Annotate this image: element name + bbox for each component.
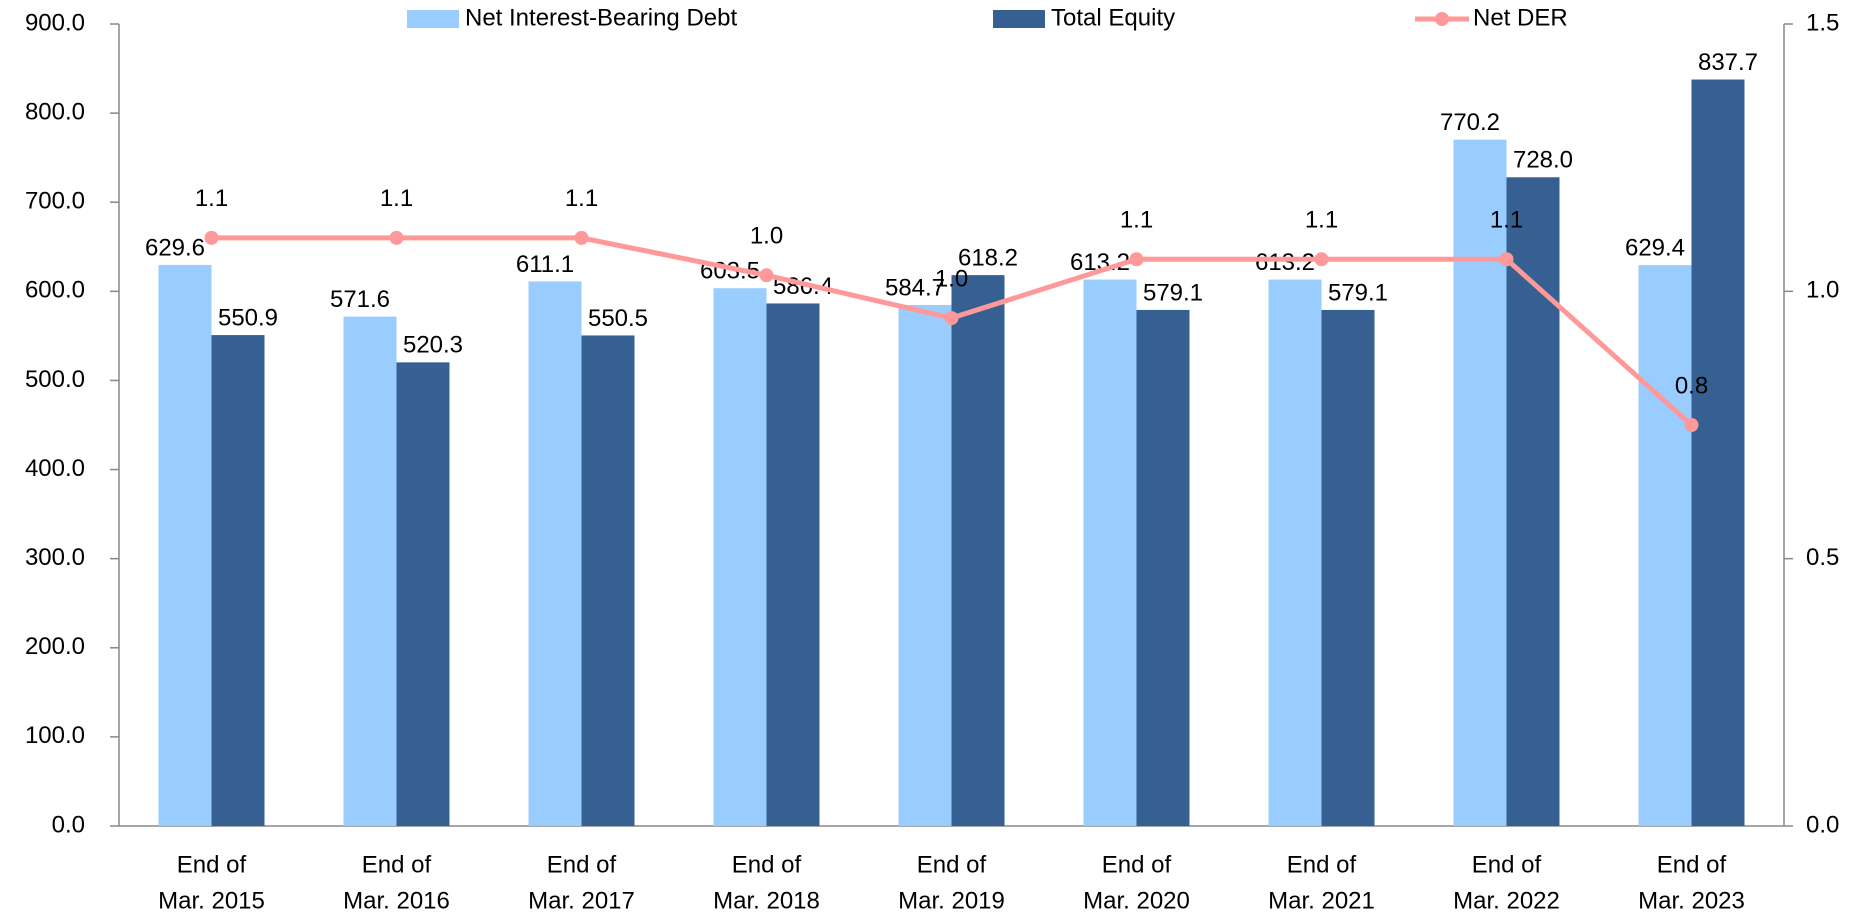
bar [581, 335, 635, 826]
line-label: 1.0 [935, 265, 968, 292]
legend-label: Net Interest-Bearing Debt [465, 4, 737, 31]
x-tick-label: Mar. 2021 [1268, 887, 1375, 914]
bar [158, 264, 212, 827]
x-tick-label: Mar. 2019 [898, 887, 1005, 914]
bar-label: 629.4 [1625, 234, 1685, 261]
line-marker [1314, 252, 1329, 267]
bar-label: 618.2 [958, 244, 1018, 271]
line-label: 1.0 [750, 223, 783, 250]
y2-tick-label: 0.5 [1806, 544, 1839, 571]
line-label: 1.1 [565, 185, 598, 212]
line-marker [1499, 252, 1514, 267]
y-tick-label: 200.0 [25, 633, 85, 660]
bar-label: 613.2 [1255, 249, 1315, 276]
bar-label: 571.6 [330, 286, 390, 313]
line-marker [944, 311, 959, 326]
y-tick-label: 600.0 [25, 277, 85, 304]
bar-label: 629.6 [145, 234, 205, 261]
bar [396, 362, 450, 826]
bar [898, 304, 952, 826]
x-tick-label: Mar. 2016 [343, 887, 450, 914]
y-tick-label: 700.0 [25, 188, 85, 215]
bar-label: 770.2 [1440, 109, 1500, 136]
x-tick-label: End of [1472, 851, 1542, 878]
line-marker [204, 230, 219, 245]
bar [713, 288, 767, 826]
legend-marker [1435, 12, 1449, 26]
x-tick-label: End of [1657, 851, 1727, 878]
y-tick-label: 300.0 [25, 544, 85, 571]
bar [1506, 177, 1560, 826]
x-tick-label: Mar. 2020 [1083, 887, 1190, 914]
x-tick-label: End of [732, 851, 802, 878]
legend-label: Net DER [1473, 4, 1568, 31]
x-tick-label: Mar. 2018 [713, 887, 820, 914]
x-tick-label: End of [1287, 851, 1357, 878]
line-label: 1.1 [195, 185, 228, 212]
bar [1083, 279, 1137, 826]
bar [951, 275, 1005, 826]
y2-tick-label: 0.0 [1806, 811, 1839, 838]
bar [1321, 309, 1375, 827]
line-label: 1.1 [1120, 207, 1153, 234]
bar [766, 303, 820, 826]
y-tick-label: 400.0 [25, 455, 85, 482]
line-marker [1684, 418, 1699, 432]
bar-label: 837.7 [1698, 49, 1758, 76]
bar [528, 281, 582, 826]
bar-label: 579.1 [1328, 279, 1388, 306]
legend-label: Total Equity [1051, 4, 1175, 31]
bar [1638, 265, 1692, 827]
y-tick-label: 800.0 [25, 98, 85, 125]
line-marker [389, 230, 404, 245]
bar [1691, 79, 1745, 826]
y-tick-label: 500.0 [25, 366, 85, 393]
bar-label: 728.0 [1513, 147, 1573, 174]
legend-swatch [993, 10, 1045, 28]
x-tick-label: End of [1102, 851, 1172, 878]
bar-label: 550.5 [588, 305, 648, 332]
line-label: 1.1 [1490, 207, 1523, 234]
line-label: 1.1 [380, 185, 413, 212]
line-marker [574, 230, 589, 245]
bar-label: 520.3 [403, 332, 463, 359]
y-tick-label: 900.0 [25, 9, 85, 36]
bar [343, 316, 397, 826]
line-label: 0.8 [1675, 372, 1708, 399]
bar-label: 550.9 [218, 304, 278, 331]
bar [1268, 279, 1322, 826]
bar-label: 611.1 [516, 251, 574, 278]
line-marker [759, 268, 774, 283]
x-tick-label: Mar. 2017 [528, 887, 635, 914]
y-tick-label: 0.0 [52, 811, 85, 838]
line-marker [1129, 252, 1144, 267]
bar-label: 584.7 [885, 274, 945, 301]
x-tick-label: End of [547, 851, 617, 878]
y2-tick-label: 1.0 [1806, 277, 1839, 304]
y-tick-label: 100.0 [25, 722, 85, 749]
x-tick-label: End of [177, 851, 247, 878]
legend-swatch [407, 10, 459, 28]
x-tick-label: Mar. 2023 [1638, 887, 1745, 914]
line-label: 1.1 [1305, 207, 1338, 234]
x-tick-label: End of [362, 851, 432, 878]
x-tick-label: Mar. 2015 [158, 887, 265, 914]
x-tick-label: End of [917, 851, 987, 878]
bar [1453, 139, 1507, 826]
x-tick-label: Mar. 2022 [1453, 887, 1560, 914]
bar [211, 335, 265, 826]
bar-label: 579.1 [1143, 279, 1203, 306]
bar [1136, 309, 1190, 827]
y2-tick-label: 1.5 [1806, 9, 1839, 36]
